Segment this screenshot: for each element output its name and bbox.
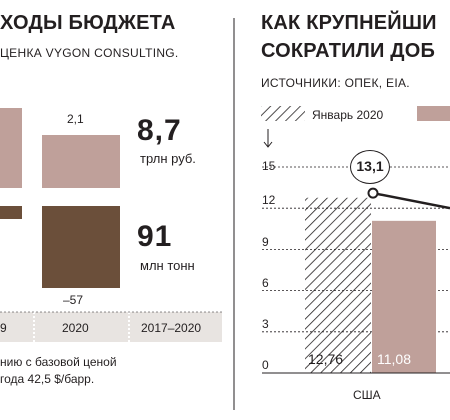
bar-label-pink: 11,08 [377,351,411,367]
total-unit-1: трлн руб. [140,151,196,166]
y-tick-15: 15 [262,159,276,173]
total-big-2: 91 [137,220,173,253]
total-unit-2: млн тонн [140,258,195,273]
left-bar-pink-2 [42,135,120,188]
right-panel-sources: ИСТОЧНИКИ: ОПЕК, EIA. [261,76,410,90]
left-axis-cell-3: 2017–2020 [141,321,202,335]
y-tick-12: 12 [262,193,276,207]
left-bar-brown-1 [0,206,22,219]
legend-label-hatched: Январь 2020 [312,108,384,122]
y-tick-0: 0 [262,358,269,372]
y-tick-3: 3 [262,317,269,331]
left-footnote-2: года 42,5 $/барр. [0,372,95,386]
total-big-1: 8,7 [137,114,182,147]
left-axis-strip [0,312,222,342]
left-value-bottom: –57 [63,293,84,307]
y-tick-6: 6 [262,276,269,290]
left-panel-subtitle: ЦЕНКА VYGON CONSULTING. [0,46,179,60]
bar-pink-usa [372,220,436,373]
bar-jan-2020-usa [305,197,371,373]
series-point-usa [367,187,379,199]
left-axis-cell-2: 2020 [62,321,89,335]
left-bar-brown-2 [42,206,120,288]
bar-label-hatched: 12,76 [308,351,344,367]
left-value-top: 2,1 [67,112,84,126]
legend-swatch-pink [417,106,450,121]
left-axis-cell-1: 9 [0,321,7,335]
legend-swatch-hatched [261,106,305,121]
left-chart [0,18,235,410]
y-tick-9: 9 [262,235,269,249]
left-panel-title: ХОДЫ БЮДЖЕТА [0,12,176,34]
right-panel-title-1: КАК КРУПНЕЙШИ [261,12,437,34]
country-label: США [353,388,381,402]
left-footnote-1: нию с базовой ценой [0,355,117,369]
left-bar-pink-1 [0,108,22,188]
right-panel-title-2: СОКРАТИЛИ ДОБ [261,40,436,62]
peak-bubble: 13,1 [350,150,390,184]
peak-label: 13,1 [356,158,384,174]
series-line [372,191,450,210]
